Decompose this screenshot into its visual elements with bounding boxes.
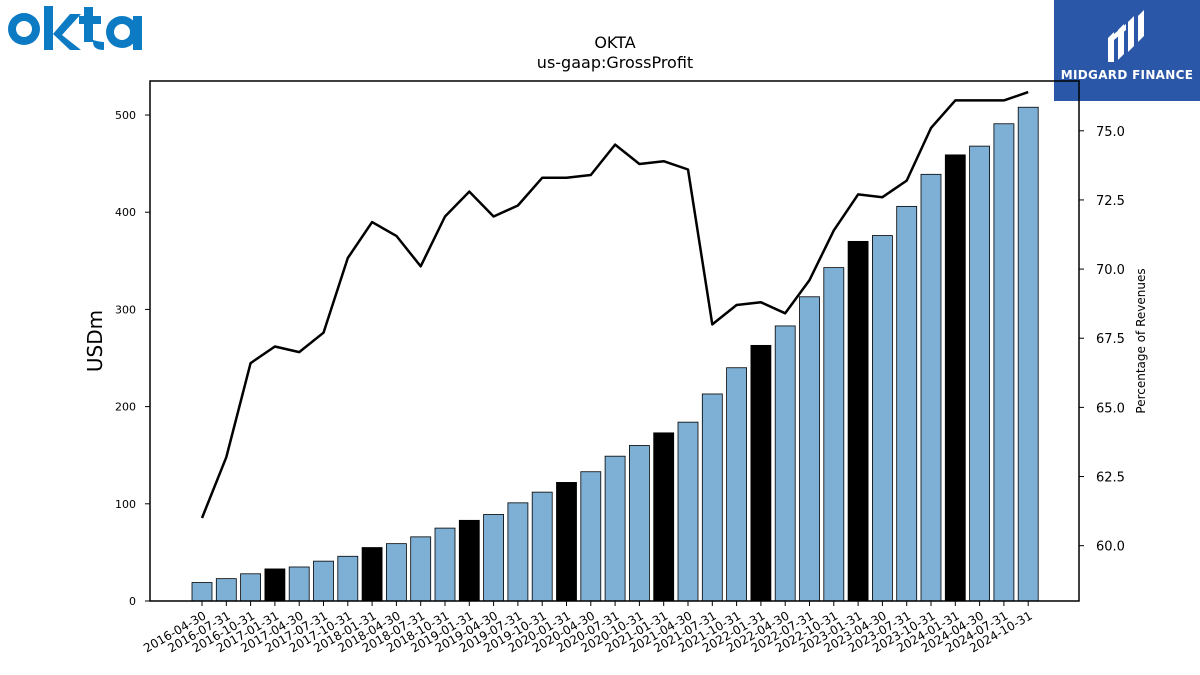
x-axis: 2016-04-302016-07-312016-10-312017-01-31… — [141, 601, 1035, 655]
bar-2023-07-31 — [896, 205, 918, 602]
okta-logo — [4, 2, 146, 58]
bar-2019-10-31 — [531, 491, 553, 602]
bar-2024-10-31 — [1017, 106, 1039, 602]
bar-2017-04-30 — [288, 566, 310, 602]
y-tick-label: 200 — [115, 401, 136, 414]
y2-tick-label: 60.0 — [1096, 540, 1125, 555]
gross-margin-line — [200, 90, 1029, 519]
y-tick-label: 100 — [115, 498, 136, 511]
plot-frame — [149, 80, 1080, 602]
bar-2017-01-31 — [264, 568, 286, 602]
y-axis-left: 0 100 200 300 400 500 — [115, 109, 150, 608]
y-tick-label: 400 — [115, 206, 136, 219]
bar-2018-01-31 — [361, 547, 383, 602]
bar-2018-10-31 — [434, 527, 456, 602]
bar-2017-07-31 — [313, 560, 334, 602]
bar-2020-07-31 — [604, 455, 626, 602]
bar-2024-04-30 — [969, 145, 990, 602]
y-tick-label: 300 — [115, 303, 136, 316]
bar-2018-04-30 — [385, 543, 407, 602]
okta-logo-mark — [8, 6, 142, 50]
bar-2019-07-31 — [507, 502, 529, 602]
chart-title: OKTA — [594, 33, 635, 52]
y-axis-label: USDm — [83, 310, 107, 372]
y2-tick-label: 72.5 — [1096, 194, 1125, 209]
y-axis-right: 60.0 62.5 65.0 67.5 70.0 72.5 75.0 — [1079, 125, 1125, 555]
y2-tick-label: 65.0 — [1096, 401, 1125, 416]
y2-tick-label: 67.5 — [1096, 332, 1125, 347]
midgard-finance-logo: MIDGARD FINANCE — [1054, 0, 1200, 101]
bar-2020-04-30 — [580, 471, 602, 602]
bar-2021-10-31 — [726, 367, 747, 602]
y2-tick-label: 62.5 — [1096, 471, 1125, 486]
y2-tick-label: 75.0 — [1096, 125, 1125, 140]
bar-2016-10-31 — [240, 573, 262, 602]
bar-series — [191, 106, 1039, 602]
bar-2021-07-31 — [701, 393, 723, 602]
y2-tick-label: 70.0 — [1096, 263, 1125, 278]
midgard-finance-wordmark: MIDGARD FINANCE — [1060, 68, 1194, 82]
bar-2018-07-31 — [410, 536, 432, 602]
bar-2019-01-31 — [458, 519, 480, 602]
bar-2022-01-31 — [750, 344, 772, 602]
bar-2022-04-30 — [774, 325, 796, 602]
bar-2023-10-31 — [920, 173, 942, 602]
y-tick-label: 500 — [115, 109, 136, 122]
bar-2022-07-31 — [799, 296, 820, 602]
bar-2019-04-30 — [483, 514, 505, 602]
chart-subtitle: us-gaap:GrossProfit — [537, 53, 693, 72]
bar-2021-04-30 — [677, 421, 699, 602]
bar-2024-07-31 — [993, 123, 1015, 602]
bar-2020-01-31 — [556, 482, 577, 602]
y-tick-label: 0 — [129, 595, 136, 608]
bar-2021-01-31 — [653, 432, 675, 602]
bar-2017-10-31 — [337, 555, 359, 602]
bar-2024-01-31 — [944, 154, 966, 602]
bar-2023-04-30 — [872, 235, 893, 602]
bar-2020-10-31 — [629, 445, 650, 602]
bar-2022-10-31 — [823, 267, 845, 602]
bar-2016-04-30 — [191, 582, 213, 602]
bar-2016-07-31 — [215, 578, 237, 602]
midgard-emblem-icon — [1108, 10, 1144, 62]
bar-2023-01-31 — [847, 240, 869, 602]
line-series — [200, 90, 1029, 519]
y2-axis-label: Percentage of Revenues — [1134, 268, 1148, 413]
